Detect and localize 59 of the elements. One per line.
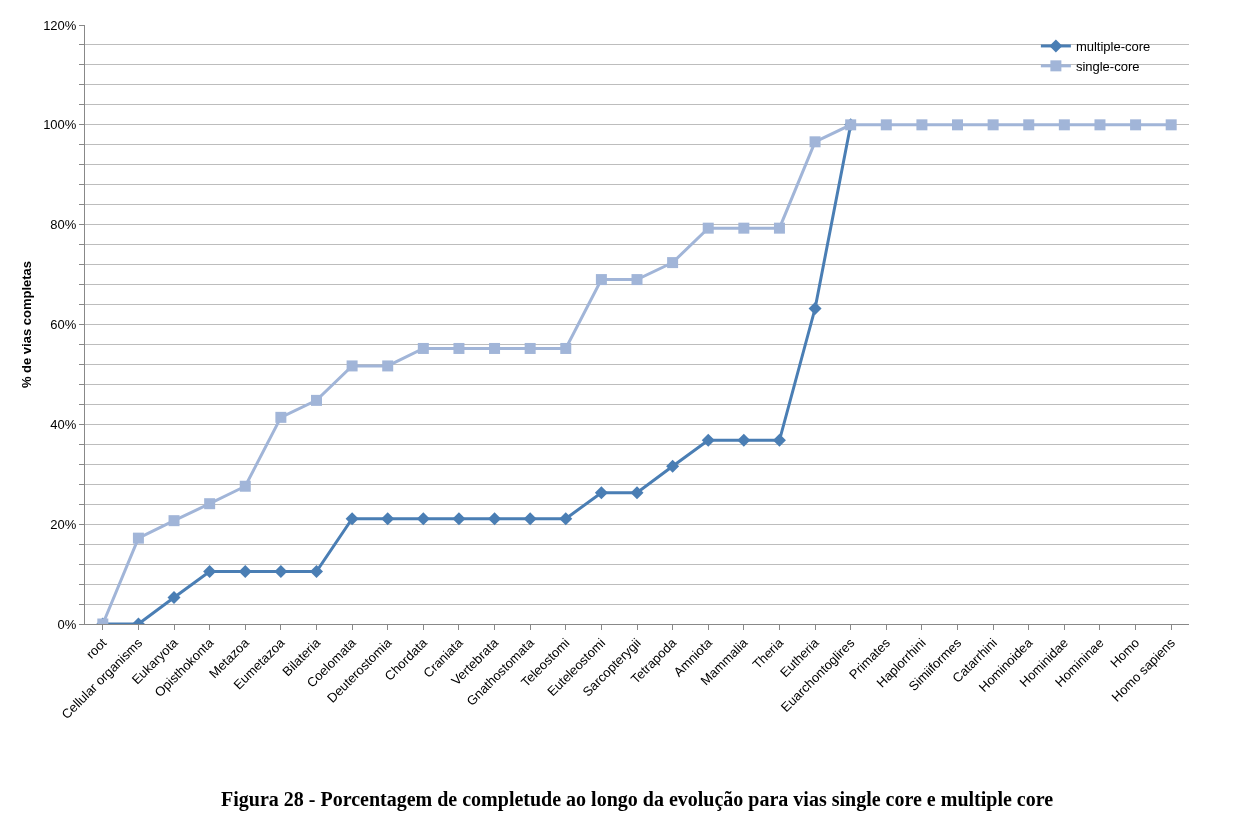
point	[809, 136, 821, 148]
point	[880, 119, 892, 131]
point	[203, 565, 217, 579]
y-tick-label: 40%	[50, 416, 77, 432]
point	[168, 515, 180, 527]
y-tick-label: 60%	[50, 317, 77, 333]
point	[559, 512, 573, 526]
point	[310, 394, 322, 406]
point	[595, 274, 607, 286]
y-tick-label: 0%	[57, 616, 77, 632]
point	[346, 360, 358, 372]
point	[381, 512, 395, 526]
point	[666, 459, 680, 473]
point	[1130, 119, 1142, 131]
point	[594, 486, 608, 500]
point	[952, 119, 964, 131]
point	[667, 257, 679, 269]
point	[1058, 119, 1070, 131]
point	[275, 411, 287, 423]
point	[631, 274, 643, 286]
point	[523, 512, 537, 526]
point	[382, 360, 394, 372]
point	[772, 433, 786, 447]
point	[239, 480, 251, 492]
point	[417, 342, 429, 354]
point	[489, 342, 501, 354]
point	[167, 591, 181, 605]
point	[416, 512, 430, 526]
point	[345, 512, 359, 526]
point	[987, 119, 999, 131]
point	[238, 565, 252, 579]
point	[630, 486, 644, 500]
point	[488, 512, 502, 526]
y-tick-label: 20%	[50, 516, 77, 532]
y-tick-label: 80%	[50, 217, 77, 233]
text: Figura 28 - Porcentagem de completude ao longo da evolução para vias single core e multiple core	[221, 788, 1054, 811]
point	[773, 222, 785, 234]
point	[808, 302, 822, 316]
point	[452, 512, 466, 526]
point	[204, 498, 216, 510]
point	[560, 342, 572, 354]
point	[132, 532, 144, 544]
point	[737, 433, 751, 447]
legend-label: multiple-core	[1075, 39, 1151, 55]
point	[702, 222, 714, 234]
point	[1023, 119, 1035, 131]
point	[524, 342, 536, 354]
legend-label: single-core	[1075, 58, 1140, 74]
y-tick-label: 100%	[43, 117, 77, 133]
y-tick-label: 120%	[43, 17, 77, 33]
point	[309, 565, 323, 579]
point	[274, 565, 288, 579]
point	[1165, 119, 1177, 131]
point	[738, 222, 750, 234]
point	[453, 342, 465, 354]
point	[916, 119, 928, 131]
point	[1094, 119, 1106, 131]
y-axis-title: % de vias completas	[19, 260, 35, 389]
point	[701, 433, 715, 447]
